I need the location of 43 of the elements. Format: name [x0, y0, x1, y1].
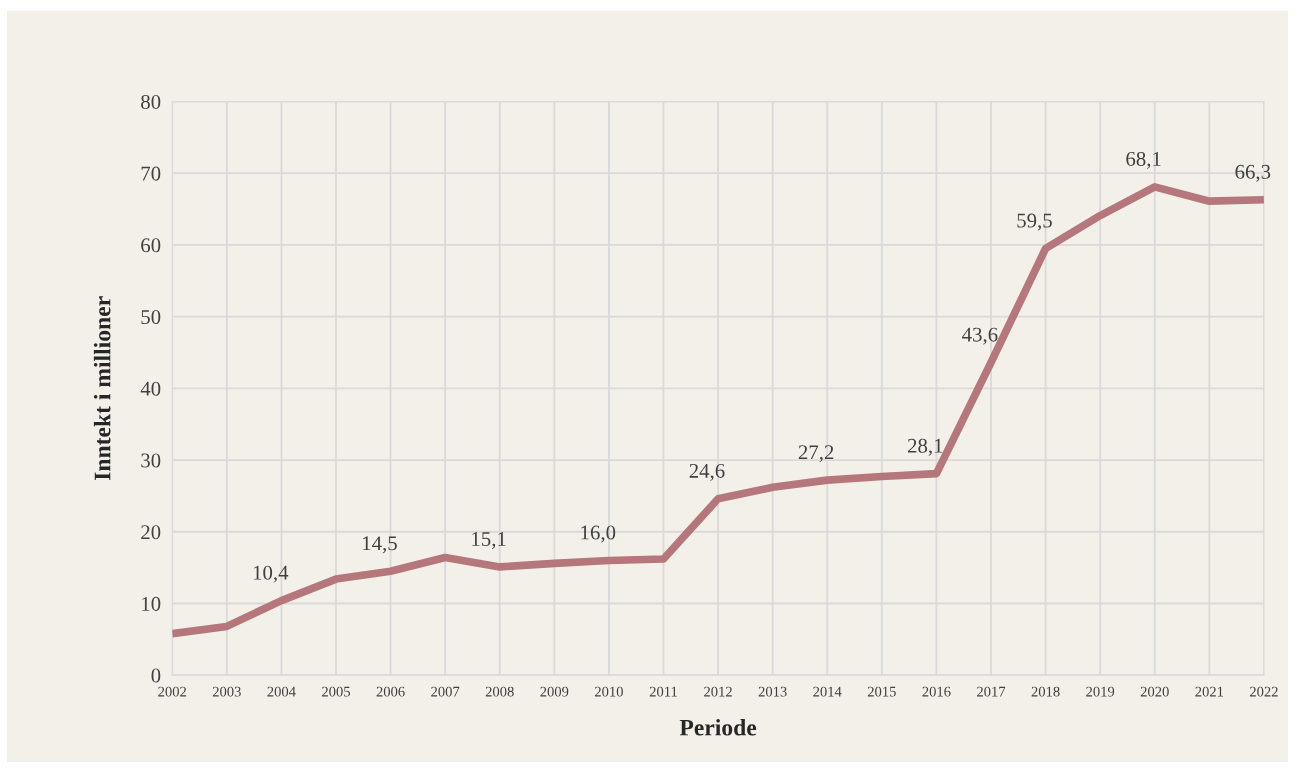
x-tick-label: 2006: [376, 686, 405, 697]
x-tick-label: 2020: [1140, 686, 1169, 697]
x-tick-label: 2005: [322, 686, 350, 697]
data-label: 28,1: [907, 438, 943, 456]
data-label: 16,0: [581, 525, 616, 543]
data-label: 66,3: [1235, 164, 1271, 182]
data-label: 10,4: [253, 565, 289, 583]
y-tick-label: 0: [151, 668, 161, 683]
data-label: 43,6: [962, 327, 998, 345]
x-tick-label: 2007: [431, 686, 460, 697]
x-tick-label: 2022: [1249, 686, 1278, 697]
x-tick-label: 2010: [594, 686, 623, 697]
data-label: 15,1: [472, 532, 506, 549]
x-tick-label: 2018: [1031, 686, 1060, 697]
y-tick-label: 80: [141, 94, 161, 109]
y-tick-label: 70: [141, 166, 161, 181]
x-tick-label: 2019: [1086, 686, 1115, 697]
x-tick-label: 2015: [867, 686, 896, 697]
x-tick-label: 2009: [540, 686, 569, 697]
x-tick-label: 2017: [977, 686, 1006, 697]
data-label: 59,5: [1017, 213, 1052, 231]
x-tick-label: 2003: [212, 686, 241, 697]
x-axis-title: Periode: [679, 718, 757, 736]
data-label: 14,5: [363, 536, 397, 554]
y-tick-label: 20: [141, 525, 161, 540]
y-tick-label: 30: [141, 453, 161, 468]
y-axis-title: Inntekt i millioner: [93, 296, 111, 481]
data-label: 27,2: [798, 445, 834, 463]
data-label: 24,6: [689, 463, 725, 481]
x-tick-label: 2013: [758, 686, 787, 697]
y-tick-label: 40: [140, 381, 161, 396]
x-tick-label: 2002: [158, 686, 187, 697]
x-tick-label: 2014: [813, 686, 842, 697]
x-tick-label: 2012: [704, 686, 732, 697]
x-tick-label: 2016: [922, 686, 951, 697]
y-tick-label: 10: [142, 596, 161, 611]
x-tick-label: 2021: [1195, 686, 1224, 697]
y-tick-label: 50: [141, 310, 161, 325]
x-tick-label: 2008: [485, 686, 514, 697]
y-tick-label: 60: [141, 238, 161, 253]
x-tick-label: 2004: [267, 686, 296, 697]
data-label: 68,1: [1126, 151, 1161, 169]
x-tick-label: 2011: [649, 686, 677, 697]
